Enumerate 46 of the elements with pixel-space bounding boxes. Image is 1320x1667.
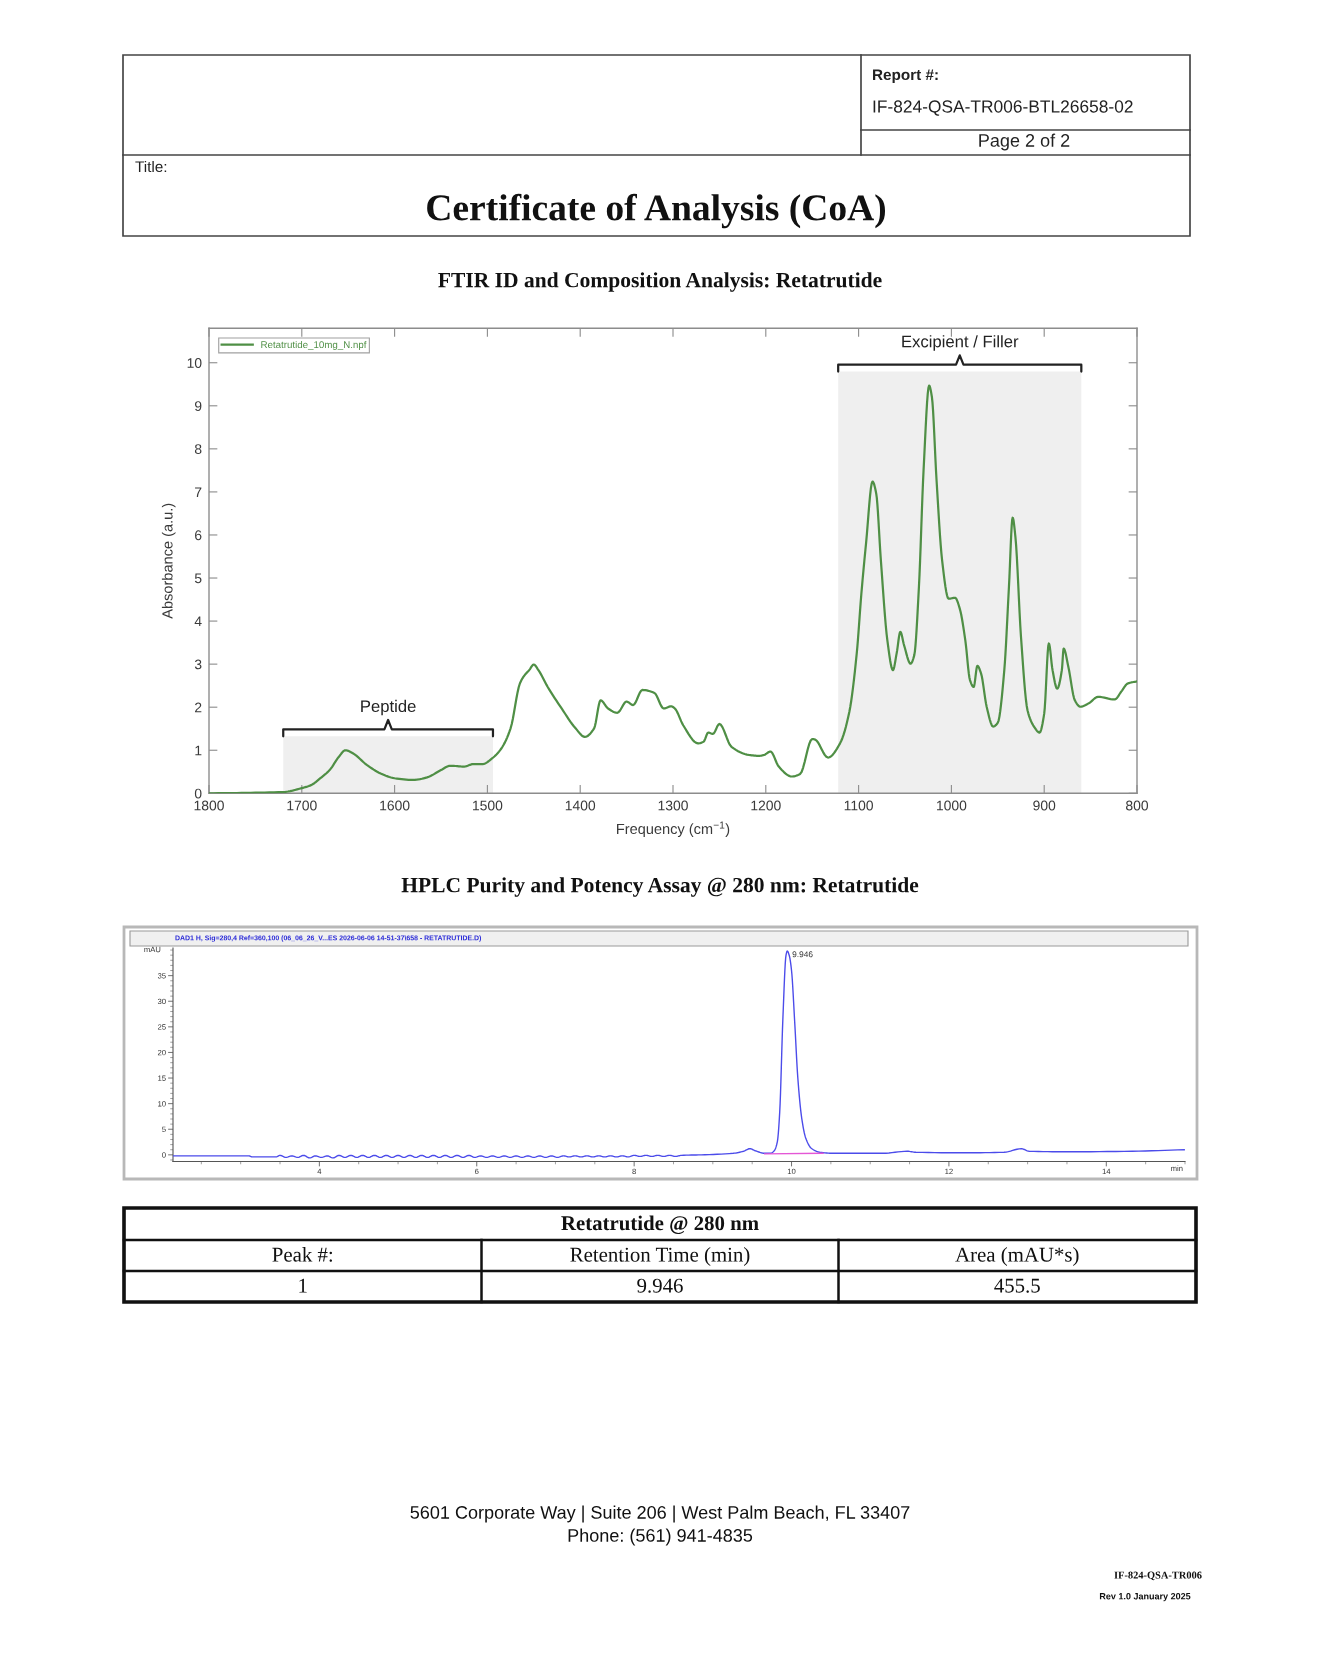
- annotation: 9.946: [792, 951, 813, 958]
- text: Retatrutide @ 280 nm: [561, 1215, 759, 1234]
- x-axis-title: Frequency (cm$^{−1}$): [617, 821, 730, 837]
- x-tick-label: 1800: [194, 800, 224, 811]
- y-tick-label: 5: [194, 573, 202, 584]
- y-tick-label: 8: [194, 444, 202, 455]
- text: Certificate of Analysis (CoA): [427, 193, 886, 229]
- text: Retatrutide_10mg_N.npf: [261, 340, 367, 350]
- x-tick-label: 800: [1126, 800, 1149, 811]
- band-label: Excipient / Filler: [902, 335, 1019, 351]
- chart-title: FTIR ID and Composition Analysis: Retatrutide: [438, 272, 882, 292]
- y-axis-title: Absorbance (a.u.): [161, 503, 176, 619]
- x-tick-label: 1400: [565, 800, 596, 811]
- text: IF-824-QSA-TR006: [1114, 1571, 1202, 1581]
- text: Report #:: [873, 69, 938, 84]
- text: 9.946: [637, 1278, 683, 1293]
- x-tick-label: 1600: [380, 800, 410, 811]
- y-tick-label: 1: [195, 745, 202, 756]
- chart-title: HPLC Purity and Potency Assay @ 280 nm: Retatrutide: [401, 877, 919, 897]
- x-tick-label: 1500: [473, 800, 503, 811]
- x-tick-label: 1200: [751, 800, 781, 811]
- text: IF-824-QSA-TR006-BTL26658-02: [873, 100, 1133, 116]
- text: Phone: (561) 941-4835: [568, 1528, 753, 1546]
- y-tick-label: 2: [195, 702, 202, 713]
- text: Retention Time (min): [570, 1247, 750, 1266]
- y-tick-label: 3: [194, 659, 202, 670]
- y-tick-label: 9: [194, 401, 202, 411]
- y-tick-label: 0: [194, 788, 202, 799]
- y-tick-label: 7: [195, 487, 202, 497]
- text: Rev 1.0 January 2025: [1099, 1593, 1191, 1602]
- text: Area (mAU*s): [955, 1247, 1079, 1266]
- y-tick-label: 4: [194, 616, 202, 627]
- text: 455.5: [994, 1278, 1040, 1293]
- text: 1: [299, 1278, 307, 1293]
- x-tick-label: 1000: [937, 800, 967, 811]
- x-tick-label: 1100: [844, 800, 873, 811]
- x-tick-label: 1700: [287, 800, 317, 811]
- text: Title:: [135, 160, 167, 173]
- x-tick-label: 900: [1033, 800, 1056, 811]
- text: 5601 Corporate Way | Suite 206 | West Palm Beach, FL 33407: [410, 1505, 910, 1523]
- y-tick-label: 6: [195, 530, 202, 541]
- y-tick-label: 10: [187, 358, 202, 368]
- text: Page 2 of 2: [979, 133, 1070, 151]
- text: Peak #:: [272, 1247, 333, 1262]
- x-tick-label: 1300: [658, 800, 688, 811]
- band-label: Peptide: [361, 699, 416, 716]
